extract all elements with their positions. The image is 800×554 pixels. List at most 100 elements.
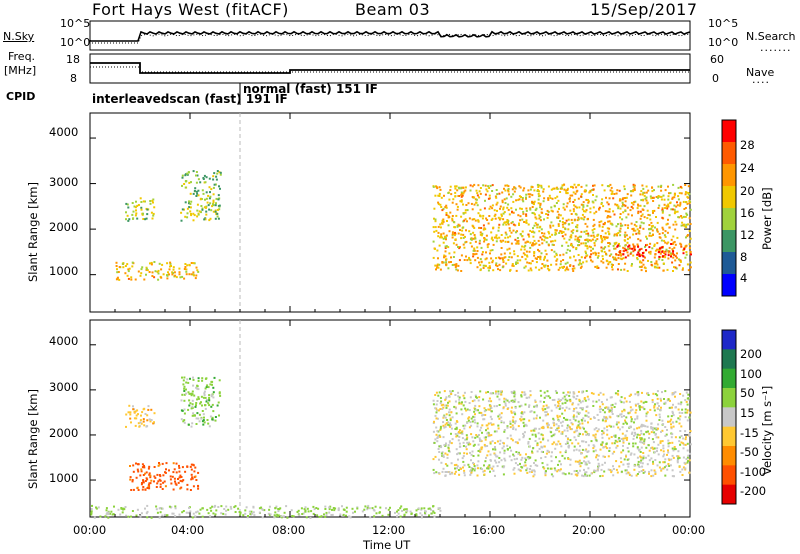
power-echo-cell (507, 203, 510, 206)
velocity-echo-cell (630, 393, 632, 396)
power-echo-cell (626, 206, 629, 209)
velocity-echo-cell (469, 473, 472, 476)
power-echo-cell (140, 268, 143, 271)
power-echo-cell (497, 216, 500, 219)
power-colorbar-swatch (722, 142, 736, 165)
velocity-echo-cell (129, 476, 132, 479)
velocity-echo-cell (208, 404, 211, 407)
power-echo-cell (520, 196, 522, 198)
power-echo-cell (575, 213, 578, 216)
power-echo-cell (487, 243, 490, 246)
velocity-echo-cell (648, 449, 651, 452)
velocity-echo-cell (652, 448, 655, 451)
velocity-echo-cell (662, 444, 665, 447)
freq-label: Freq. (8, 50, 36, 63)
power-echo-cell (152, 201, 154, 204)
velocity-echo-cell (523, 464, 526, 467)
power-echo-cell (623, 188, 626, 191)
velocity-echo-cell (597, 428, 600, 431)
power-echo-cell (566, 202, 569, 205)
velocity-echo-cell (579, 433, 581, 435)
velocity-echo-cell (251, 512, 254, 515)
velocity-echo-cell (578, 411, 581, 414)
power-echo-cell (516, 262, 519, 265)
power-echo-cell (682, 215, 685, 218)
velocity-echo-cell (656, 402, 659, 405)
power-echo-cell (564, 189, 567, 192)
power-echo-cell (436, 249, 439, 252)
power-echo-cell (673, 246, 676, 249)
power-echo-cell (501, 257, 504, 260)
velocity-echo-cell (682, 442, 685, 445)
velocity-echo-cell (180, 418, 183, 421)
velocity-echo-cell (435, 411, 438, 414)
power-echo-cell (547, 210, 550, 213)
power-echo-cell (642, 255, 645, 258)
power-echo-cell (525, 197, 527, 200)
power-echo-cell (513, 253, 516, 256)
power-echo-cell (573, 255, 575, 258)
vel-cbar-tick-m50: -50 (740, 445, 759, 459)
power-echo-cell (215, 175, 218, 178)
velocity-echo-cell (217, 401, 220, 404)
power-echo-cell (447, 224, 450, 227)
velocity-echo-cell (593, 445, 596, 448)
velocity-echo-cell (186, 483, 189, 486)
power-echo-cell (617, 232, 620, 234)
power-echo-cell (621, 218, 624, 221)
power-echo-cell (151, 217, 154, 220)
velocity-echo-cell (648, 470, 650, 473)
power-echo-cell (460, 254, 463, 257)
power-echo-cell (643, 191, 646, 194)
power-echo-cell (576, 219, 579, 222)
power-echo-cell (541, 232, 543, 235)
power-echo-cell (668, 250, 671, 253)
velocity-echo-cell (557, 469, 560, 471)
velocity-echo-cell (189, 510, 192, 513)
velocity-echo-cell (658, 405, 660, 407)
power-echo-cell (460, 187, 463, 190)
velocity-echo-cell (610, 469, 613, 472)
velocity-echo-cell (448, 411, 450, 414)
velocity-echo-cell (571, 442, 574, 445)
power-echo-cell (685, 236, 687, 239)
power-echo-cell (493, 209, 496, 212)
power-echo-cell (142, 200, 145, 203)
velocity-echo-cell (234, 511, 237, 513)
power-echo-cell (627, 248, 629, 251)
velocity-echo-cell (610, 404, 613, 407)
velocity-echo-cell (577, 424, 580, 427)
power-echo-cell (664, 189, 667, 192)
power-echo-cell (635, 225, 638, 228)
power-echo-cell (565, 241, 568, 244)
velocity-echo-cell (467, 463, 470, 466)
velocity-echo-cell (547, 395, 550, 398)
power-echo-cell (490, 219, 493, 221)
power-echo-cell (464, 235, 466, 238)
velocity-echo-cell (509, 446, 511, 449)
velocity-echo-cell (197, 380, 200, 382)
velocity-echo-cell (523, 434, 525, 437)
power-echo-cell (464, 211, 467, 214)
velocity-echo-cell (342, 513, 345, 516)
velocity-echo-cell (462, 424, 465, 427)
power-echo-cell (641, 252, 644, 254)
power-echo-cell (673, 204, 676, 207)
power-echo-cell (587, 199, 589, 201)
velocity-echo-cell (504, 459, 507, 462)
velocity-echo-cell (158, 516, 161, 519)
velocity-echo-cell (474, 413, 476, 416)
power-echo-cell (622, 211, 625, 214)
velocity-echo-cell (212, 512, 215, 515)
power-echo-cell (497, 268, 499, 271)
velocity-echo-cell (671, 447, 674, 450)
power-echo-cell (608, 249, 611, 252)
velocity-echo-cell (476, 464, 479, 467)
velocity-echo-cell (528, 405, 530, 408)
power-echo-cell (473, 234, 476, 236)
power-echo-cell (674, 266, 677, 269)
velocity-echo-cell (462, 466, 464, 469)
power-echo-cell (686, 196, 689, 198)
power-echo-cell (661, 250, 664, 253)
velocity-echo-cell (536, 442, 539, 445)
